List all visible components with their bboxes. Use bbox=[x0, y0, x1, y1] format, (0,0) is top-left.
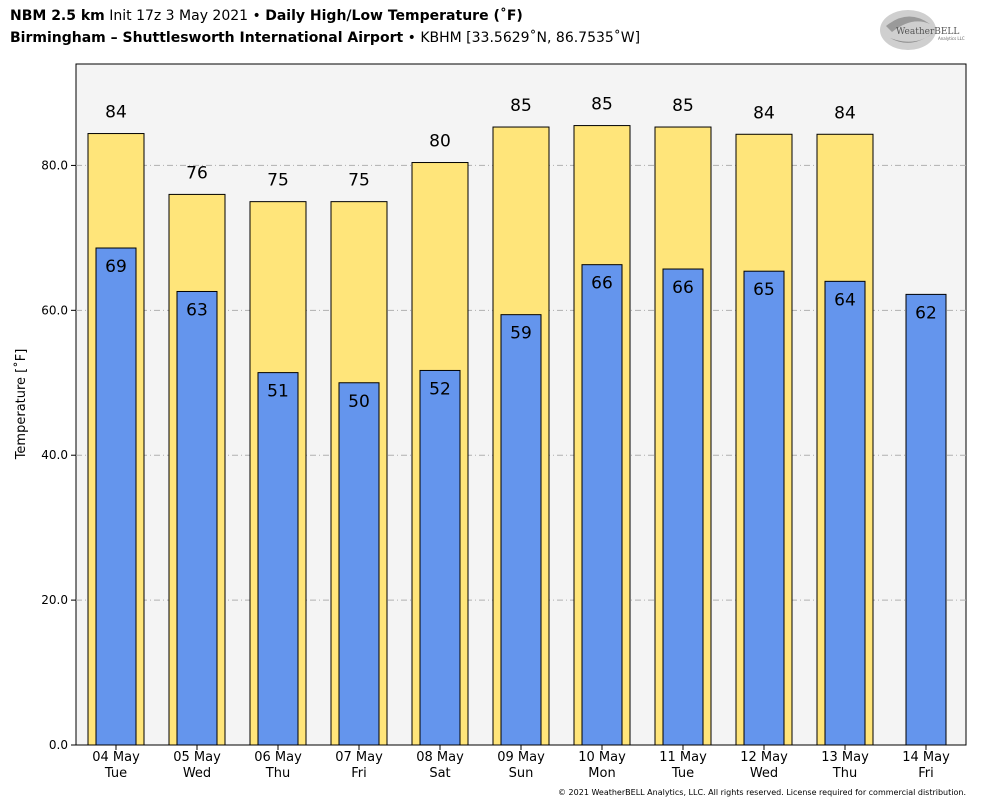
low-temp-bar bbox=[338, 382, 380, 746]
x-tick-date: 14 May bbox=[902, 750, 950, 765]
weatherbell-logo: WeatherBELL Analytics LLC bbox=[880, 10, 965, 50]
bullet: • bbox=[252, 8, 261, 24]
high-temp-label: 76 bbox=[186, 163, 208, 183]
x-tick-date: 08 May bbox=[416, 750, 464, 765]
x-tick-date: 10 May bbox=[578, 750, 626, 765]
x-tick-day: Wed bbox=[183, 766, 211, 781]
high-temp-label: 85 bbox=[672, 96, 694, 116]
y-axis-ticks: 0.0 20.0 40.0 60.0 80.0 bbox=[41, 158, 76, 752]
x-tick-date: 07 May bbox=[335, 750, 383, 765]
header-line-1: NBM 2.5 km Init 17z 3 May 2021 • Daily H… bbox=[10, 5, 640, 27]
bullet: • bbox=[407, 30, 416, 46]
low-temp-label: 69 bbox=[105, 257, 127, 277]
high-temp-label: 75 bbox=[348, 171, 370, 191]
x-tick-day: Sun bbox=[509, 766, 534, 781]
low-temp-bar bbox=[419, 369, 461, 746]
low-temp-bar bbox=[743, 270, 785, 746]
y-tick-label: 0.0 bbox=[49, 738, 68, 752]
y-tick-label: 40.0 bbox=[41, 448, 68, 462]
x-tick-date: 13 May bbox=[821, 750, 869, 765]
low-temp-bar bbox=[905, 293, 947, 746]
header-line-2: Birmingham – Shuttlesworth International… bbox=[10, 27, 640, 49]
x-tick-date: 05 May bbox=[173, 750, 221, 765]
high-temp-label: 85 bbox=[591, 95, 613, 115]
y-axis-label: Temperature [˚F] bbox=[13, 349, 29, 461]
low-temp-bar bbox=[176, 290, 218, 746]
x-tick-day: Thu bbox=[265, 766, 290, 781]
low-temp-bar bbox=[500, 314, 542, 746]
x-tick-day: Fri bbox=[351, 766, 367, 781]
chart-header: NBM 2.5 km Init 17z 3 May 2021 • Daily H… bbox=[10, 5, 640, 49]
low-temp-bar bbox=[662, 268, 704, 746]
bars bbox=[87, 125, 947, 746]
value-labels: 84 69 76 63 75 51 75 50 80 52 85 59 85 66 85 66 84 65 84 64… bbox=[105, 95, 937, 412]
x-tick-date: 09 May bbox=[497, 750, 545, 765]
x-tick-day: Sat bbox=[429, 766, 450, 781]
model-name: NBM 2.5 km bbox=[10, 8, 105, 24]
chart-title: Daily High/Low Temperature (˚F) bbox=[265, 8, 523, 24]
low-temp-label: 50 bbox=[348, 392, 370, 412]
high-temp-label: 85 bbox=[510, 96, 532, 116]
low-temp-bar bbox=[95, 247, 137, 746]
low-temp-bar bbox=[824, 280, 866, 746]
low-temp-label: 66 bbox=[591, 274, 613, 294]
x-tick-date: 12 May bbox=[740, 750, 788, 765]
x-tick-day: Wed bbox=[750, 766, 778, 781]
low-temp-label: 52 bbox=[429, 379, 451, 399]
x-tick-day: Mon bbox=[588, 766, 615, 781]
logo-subtext: Analytics LLC bbox=[938, 36, 965, 41]
copyright-notice: © 2021 WeatherBELL Analytics, LLC. All r… bbox=[558, 788, 966, 797]
x-tick-date: 11 May bbox=[659, 750, 707, 765]
logo-text: WeatherBELL bbox=[896, 27, 959, 37]
high-temp-label: 75 bbox=[267, 171, 289, 191]
station-id: KBHM [33.5629˚N, 86.7535˚W] bbox=[420, 30, 641, 46]
low-temp-label: 66 bbox=[672, 278, 694, 298]
x-tick-day: Thu bbox=[832, 766, 857, 781]
high-temp-label: 80 bbox=[429, 132, 451, 152]
x-tick-day: Tue bbox=[671, 766, 694, 781]
y-tick-label: 60.0 bbox=[41, 303, 68, 317]
low-temp-label: 62 bbox=[915, 303, 937, 323]
x-tick-day: Fri bbox=[918, 766, 934, 781]
y-tick-label: 20.0 bbox=[41, 593, 68, 607]
low-temp-label: 63 bbox=[186, 300, 208, 320]
high-temp-label: 84 bbox=[105, 103, 127, 123]
station-name: Birmingham – Shuttlesworth International… bbox=[10, 30, 404, 46]
y-tick-label: 80.0 bbox=[41, 158, 68, 172]
low-temp-label: 65 bbox=[753, 280, 775, 300]
x-tick-date: 04 May bbox=[92, 750, 140, 765]
low-temp-bar bbox=[257, 372, 299, 746]
low-temp-label: 51 bbox=[267, 382, 289, 402]
x-tick-day: Tue bbox=[104, 766, 127, 781]
low-temp-bar bbox=[581, 264, 623, 746]
low-temp-label: 59 bbox=[510, 324, 532, 344]
low-temp-label: 64 bbox=[834, 290, 856, 310]
init-time: Init 17z 3 May 2021 bbox=[109, 8, 249, 24]
x-tick-date: 06 May bbox=[254, 750, 302, 765]
high-temp-label: 84 bbox=[834, 103, 856, 123]
high-temp-label: 84 bbox=[753, 103, 775, 123]
